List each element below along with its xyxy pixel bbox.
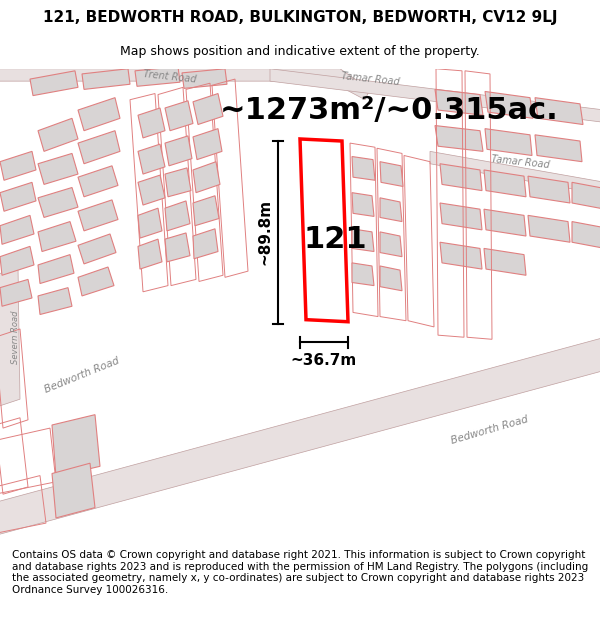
Text: Trent Road: Trent Road [143,69,197,85]
Polygon shape [78,234,116,264]
Polygon shape [380,162,403,186]
Polygon shape [380,232,402,257]
Polygon shape [0,246,34,275]
Polygon shape [352,192,374,216]
Polygon shape [0,267,20,408]
Polygon shape [352,263,374,286]
Polygon shape [485,129,532,156]
Polygon shape [78,166,118,197]
Polygon shape [430,151,600,195]
Polygon shape [435,89,483,115]
Polygon shape [535,135,582,162]
Polygon shape [78,131,120,164]
Polygon shape [78,267,114,296]
Polygon shape [440,242,482,269]
Polygon shape [138,239,162,269]
Polygon shape [193,229,218,259]
Polygon shape [138,144,165,174]
Polygon shape [30,71,78,96]
Polygon shape [528,216,570,242]
Polygon shape [82,69,130,89]
Polygon shape [52,414,100,477]
Polygon shape [193,94,223,124]
Text: Contains OS data © Crown copyright and database right 2021. This information is : Contains OS data © Crown copyright and d… [12,550,588,595]
Polygon shape [528,176,570,203]
Polygon shape [572,222,600,248]
Text: ~89.8m: ~89.8m [257,199,272,266]
Polygon shape [165,168,191,197]
Polygon shape [193,196,219,226]
Text: ~1273m²/~0.315ac.: ~1273m²/~0.315ac. [220,96,559,124]
Polygon shape [300,139,348,322]
Polygon shape [38,254,74,284]
Polygon shape [0,182,36,211]
Polygon shape [78,98,120,131]
Polygon shape [0,216,34,244]
Text: Bedworth Road: Bedworth Road [43,356,121,395]
Polygon shape [0,151,36,180]
Polygon shape [52,463,95,518]
Polygon shape [38,222,76,251]
Polygon shape [138,208,162,238]
Polygon shape [270,69,600,122]
Polygon shape [0,69,370,100]
Polygon shape [484,170,526,197]
Polygon shape [572,182,600,209]
Polygon shape [352,229,374,251]
Polygon shape [135,67,180,86]
Text: Map shows position and indicative extent of the property.: Map shows position and indicative extent… [120,45,480,58]
Polygon shape [0,279,32,306]
Polygon shape [38,188,78,218]
Polygon shape [380,198,402,222]
Polygon shape [485,91,533,118]
Polygon shape [440,203,482,230]
Polygon shape [535,98,583,124]
Polygon shape [78,200,118,231]
Polygon shape [484,248,526,275]
Polygon shape [352,156,375,180]
Text: 121, BEDWORTH ROAD, BULKINGTON, BEDWORTH, CV12 9LJ: 121, BEDWORTH ROAD, BULKINGTON, BEDWORTH… [43,9,557,24]
Polygon shape [182,69,227,88]
Polygon shape [435,126,483,151]
Polygon shape [193,129,222,159]
Text: Tamar Road: Tamar Road [340,71,400,87]
Polygon shape [165,233,190,262]
Text: Tamar Road: Tamar Road [490,154,550,170]
Polygon shape [165,201,190,231]
Polygon shape [38,288,72,314]
Text: Bedworth Road: Bedworth Road [450,414,530,446]
Polygon shape [138,175,165,205]
Polygon shape [380,266,402,291]
Polygon shape [38,118,78,151]
Polygon shape [165,101,193,131]
Polygon shape [484,209,526,236]
Text: 121: 121 [303,224,367,254]
Text: ~36.7m: ~36.7m [291,352,357,367]
Polygon shape [165,136,192,166]
Polygon shape [440,164,482,191]
Text: Severn Road: Severn Road [11,311,20,364]
Polygon shape [138,108,165,138]
Polygon shape [0,338,600,536]
Polygon shape [38,153,78,184]
Polygon shape [193,162,220,192]
